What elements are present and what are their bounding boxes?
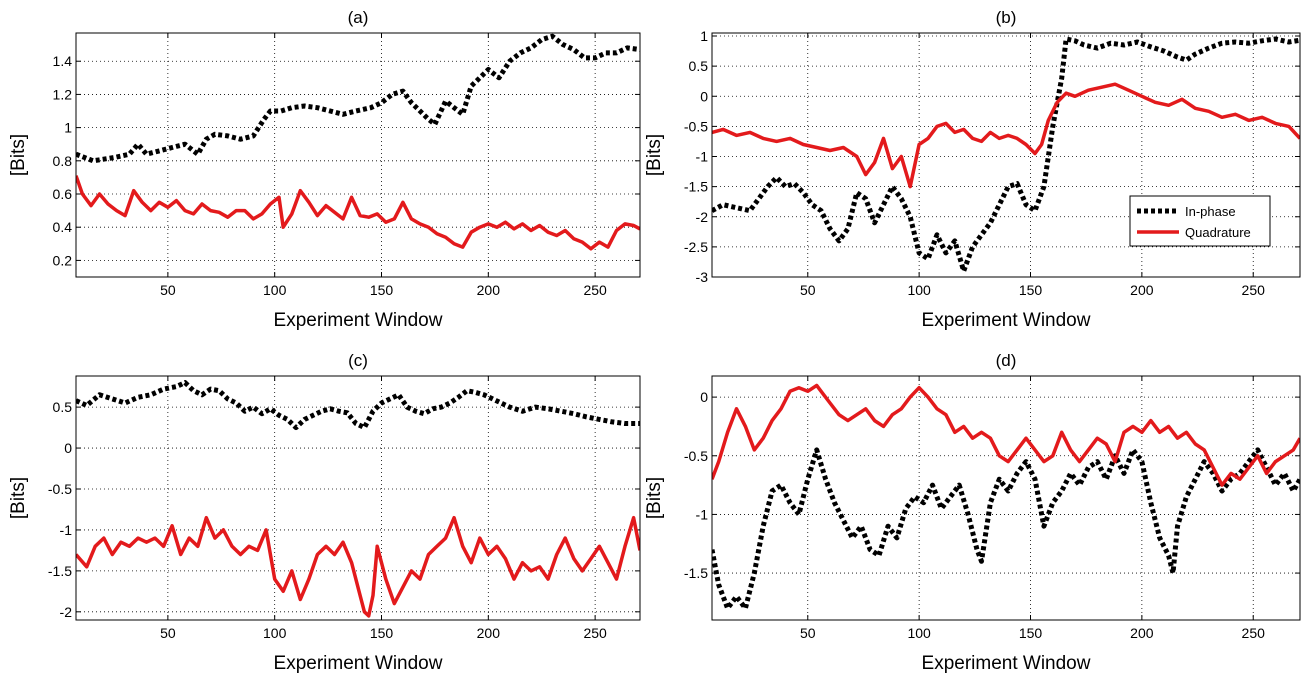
- panel-title: (b): [996, 8, 1017, 27]
- y-tick-label: -2: [696, 209, 709, 225]
- y-tick-label: 0.4: [53, 219, 73, 235]
- panel-title: (a): [348, 8, 369, 27]
- x-tick-label: 200: [1130, 282, 1154, 298]
- plot-frame: [711, 32, 1301, 278]
- y-tick-label: 0.6: [53, 186, 73, 202]
- y-tick-label: 1.4: [53, 53, 73, 69]
- y-tick-label: -1.5: [684, 565, 708, 581]
- y-tick-label: -1.5: [48, 563, 72, 579]
- x-tick-label: 100: [263, 282, 287, 298]
- plot-frame: [75, 32, 641, 278]
- x-tick-label: 150: [370, 282, 394, 298]
- y-tick-label: -2.5: [684, 239, 708, 255]
- x-tick-label: 100: [907, 625, 931, 641]
- legend-label: In-phase: [1185, 204, 1236, 219]
- x-axis-label: Experiment Window: [274, 653, 443, 674]
- y-axis-label: [Bits]: [644, 477, 665, 519]
- y-axis-label: [Bits]: [8, 477, 29, 519]
- x-axis-label: Experiment Window: [922, 310, 1091, 331]
- series-line-quadrature: [76, 175, 640, 251]
- series-line-quadrature: [712, 383, 1300, 487]
- panel-title: (c): [348, 351, 368, 370]
- x-tick-label: 150: [1019, 625, 1043, 641]
- x-tick-label: 250: [1242, 625, 1266, 641]
- y-tick-label: 0.5: [689, 58, 709, 74]
- y-tick-label: -1: [696, 506, 709, 522]
- plot-area: [76, 376, 640, 620]
- plot-area: [76, 33, 640, 277]
- x-tick-label: 200: [1130, 625, 1154, 641]
- y-tick-label: -2: [60, 604, 73, 620]
- series-line-in-phase: [76, 33, 640, 164]
- y-tick-label: -1: [60, 522, 73, 538]
- y-axis-label: [Bits]: [8, 134, 29, 176]
- y-tick-label: 1.2: [53, 86, 73, 102]
- panel-b: 50 100 150 200 250 -3 -2.5 -2 -1.5 -1 -0.5 0 0.5 1 (b)…: [644, 8, 1301, 331]
- panel-d: 50 100 150 200 250 -1.5 -1 -0.5 0 (d) Experiment W…: [644, 351, 1301, 674]
- x-tick-label: 250: [1242, 282, 1266, 298]
- y-tick-label: -0.5: [684, 118, 708, 134]
- legend: In-phase Quadrature: [1129, 195, 1271, 247]
- y-tick-label: -0.5: [684, 448, 708, 464]
- y-tick-label: 1: [700, 28, 708, 44]
- x-tick-label: 150: [1019, 282, 1043, 298]
- x-tick-label: 100: [907, 282, 931, 298]
- y-tick-label: 0: [700, 88, 708, 104]
- y-tick-label: -3: [696, 269, 709, 285]
- x-tick-label: 250: [583, 625, 607, 641]
- y-tick-label: 0.2: [53, 252, 73, 268]
- panel-title: (d): [996, 351, 1017, 370]
- x-tick-label: 150: [370, 625, 394, 641]
- x-axis-label: Experiment Window: [274, 310, 443, 331]
- series-line-quadrature: [712, 82, 1300, 189]
- plot-frame: [75, 375, 641, 621]
- y-tick-label: -0.5: [48, 481, 72, 497]
- y-tick-label: 0: [700, 389, 708, 405]
- x-tick-label: 200: [477, 625, 501, 641]
- x-tick-label: 50: [800, 625, 816, 641]
- x-tick-label: 250: [583, 282, 607, 298]
- plot-area: [712, 376, 1300, 620]
- y-tick-label: -1: [696, 149, 709, 165]
- panel-c: 50 100 150 200 250 -2 -1.5 -1 -0.5 0 0.5 (c) Experim…: [8, 351, 641, 674]
- x-tick-label: 50: [160, 625, 176, 641]
- series-line-in-phase: [76, 380, 640, 431]
- panel-a: 50 100 150 200 250 0.2 0.4 0.6 0.8 1 1.2 1.4 (a) Expe…: [8, 8, 641, 331]
- x-tick-label: 100: [263, 625, 287, 641]
- y-tick-label: 0.8: [53, 153, 73, 169]
- x-tick-label: 50: [800, 282, 816, 298]
- y-tick-label: 0: [64, 440, 72, 456]
- series-line-quadrature: [76, 515, 640, 618]
- plot-frame: [711, 375, 1301, 621]
- series-line-in-phase: [712, 36, 1300, 274]
- y-tick-label: 0.5: [53, 399, 73, 415]
- legend-label: Quadrature: [1185, 225, 1251, 240]
- x-tick-label: 50: [160, 282, 176, 298]
- series-line-in-phase: [712, 447, 1300, 611]
- x-axis-label: Experiment Window: [922, 653, 1091, 674]
- legend-box: [1129, 195, 1271, 247]
- y-tick-label: -1.5: [684, 179, 708, 195]
- y-tick-label: 1: [64, 120, 72, 136]
- y-axis-label: [Bits]: [644, 134, 665, 176]
- x-tick-label: 200: [477, 282, 501, 298]
